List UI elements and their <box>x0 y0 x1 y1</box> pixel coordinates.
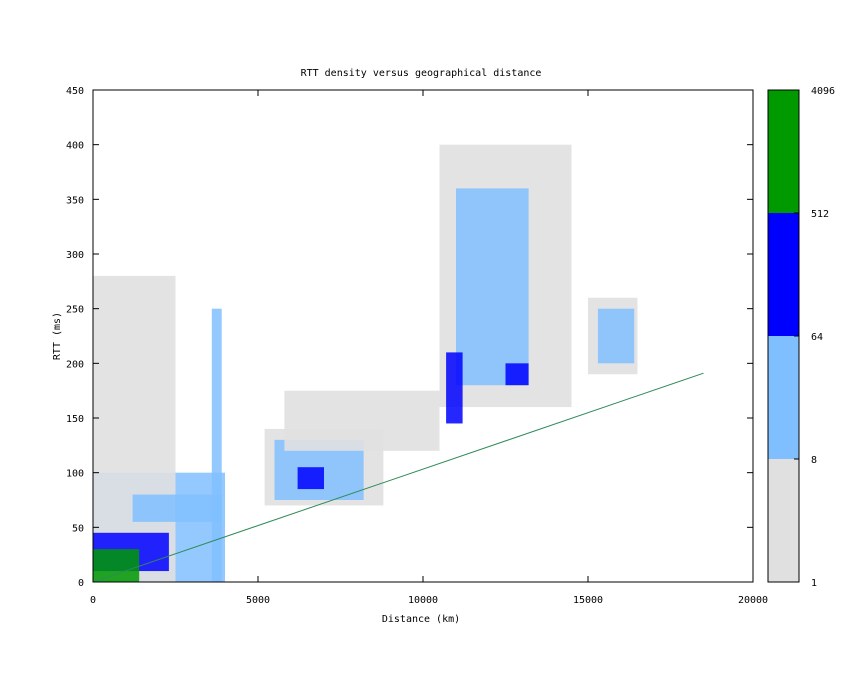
y-axis-ticks: 0 50 100 150 200 250 300 350 400 450 <box>66 86 753 589</box>
colorbar-tick-label: 1 <box>811 578 817 589</box>
density-region-8 <box>297 467 324 490</box>
density-region-11 <box>456 188 529 386</box>
colorbar-bin-0 <box>768 459 799 582</box>
y-tick-label: 300 <box>66 250 84 261</box>
y-tick-label: 200 <box>66 359 84 370</box>
colorbar: 1 8 64 512 4096 <box>767 86 835 589</box>
heatmap-cells <box>93 144 638 582</box>
x-tick-label: 20000 <box>738 595 768 606</box>
x-tick-label: 0 <box>90 595 96 606</box>
x-tick-label: 10000 <box>408 595 438 606</box>
colorbar-tick-label: 4096 <box>811 86 835 97</box>
density-region-3 <box>93 549 140 582</box>
colorbar-tick-label: 8 <box>811 455 817 466</box>
y-tick-label: 150 <box>66 414 84 425</box>
density-region-15 <box>597 308 635 364</box>
x-axis-label: Distance (km) <box>382 614 460 625</box>
density-region-1 <box>93 275 176 582</box>
colorbar-bin-1 <box>768 336 799 459</box>
density-region-13 <box>505 363 529 386</box>
y-axis-label: RTT (ms) <box>52 312 63 360</box>
reference-line-group <box>92 372 704 583</box>
chart-title: RTT density versus geographical distance <box>301 68 542 79</box>
y-tick-label: 450 <box>66 86 84 97</box>
y-tick-label: 100 <box>66 469 84 480</box>
density-region-9 <box>284 390 440 451</box>
x-tick-label: 5000 <box>246 595 270 606</box>
y-tick-label: 400 <box>66 141 84 152</box>
y-tick-label: 350 <box>66 195 84 206</box>
y-tick-label: 50 <box>72 523 84 534</box>
colorbar-bin-2 <box>768 213 799 336</box>
density-region-4 <box>132 494 222 522</box>
y-tick-label: 0 <box>78 578 84 589</box>
reference-line <box>92 372 704 583</box>
density-region-12 <box>446 352 463 424</box>
x-axis-ticks: 0 5000 10000 15000 20000 <box>90 90 768 606</box>
colorbar-tick-label: 512 <box>811 209 829 220</box>
colorbar-bin-3 <box>768 90 799 213</box>
colorbar-tick-label: 64 <box>811 332 823 343</box>
x-tick-label: 15000 <box>573 595 603 606</box>
density-region-5 <box>211 308 222 582</box>
y-tick-label: 250 <box>66 305 84 316</box>
